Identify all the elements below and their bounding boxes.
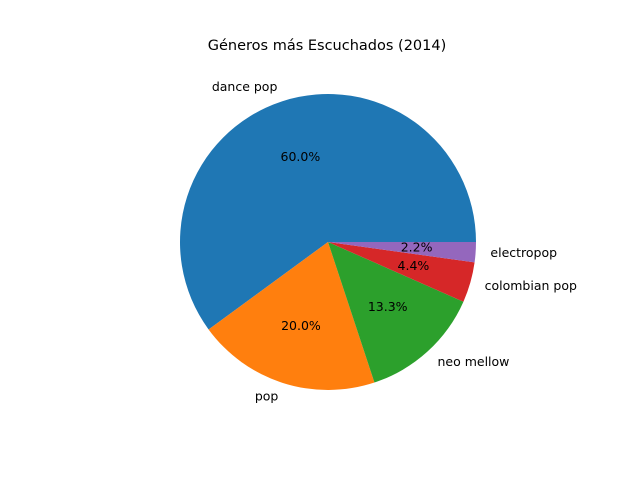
percent-label: 20.0% <box>281 318 321 333</box>
slice-label: neo mellow <box>437 354 509 369</box>
percent-labels: 60.0% 20.0% 13.3% 4.4% 2.2% <box>281 149 433 333</box>
percent-label: 13.3% <box>368 299 408 314</box>
slice-label: dance pop <box>212 79 278 94</box>
pie-slice-pop <box>208 242 375 390</box>
pie-slice-colombian-pop <box>328 242 475 302</box>
pie-slice-neo-mellow <box>328 242 464 383</box>
percent-label: 4.4% <box>398 258 430 273</box>
percent-label: 60.0% <box>281 149 321 164</box>
pie-slice-electropop <box>328 242 476 263</box>
slice-label: colombian pop <box>485 278 577 293</box>
percent-label: 2.2% <box>401 240 433 255</box>
chart-title: Géneros más Escuchados (2014) <box>208 38 447 54</box>
pie-slices <box>180 94 476 390</box>
slice-labels: dance pop pop neo mellow colombian pop elect… <box>212 79 577 404</box>
slice-label: pop <box>255 389 279 404</box>
slice-label: electropop <box>490 245 557 260</box>
pie-slice-dance-pop <box>180 94 476 330</box>
